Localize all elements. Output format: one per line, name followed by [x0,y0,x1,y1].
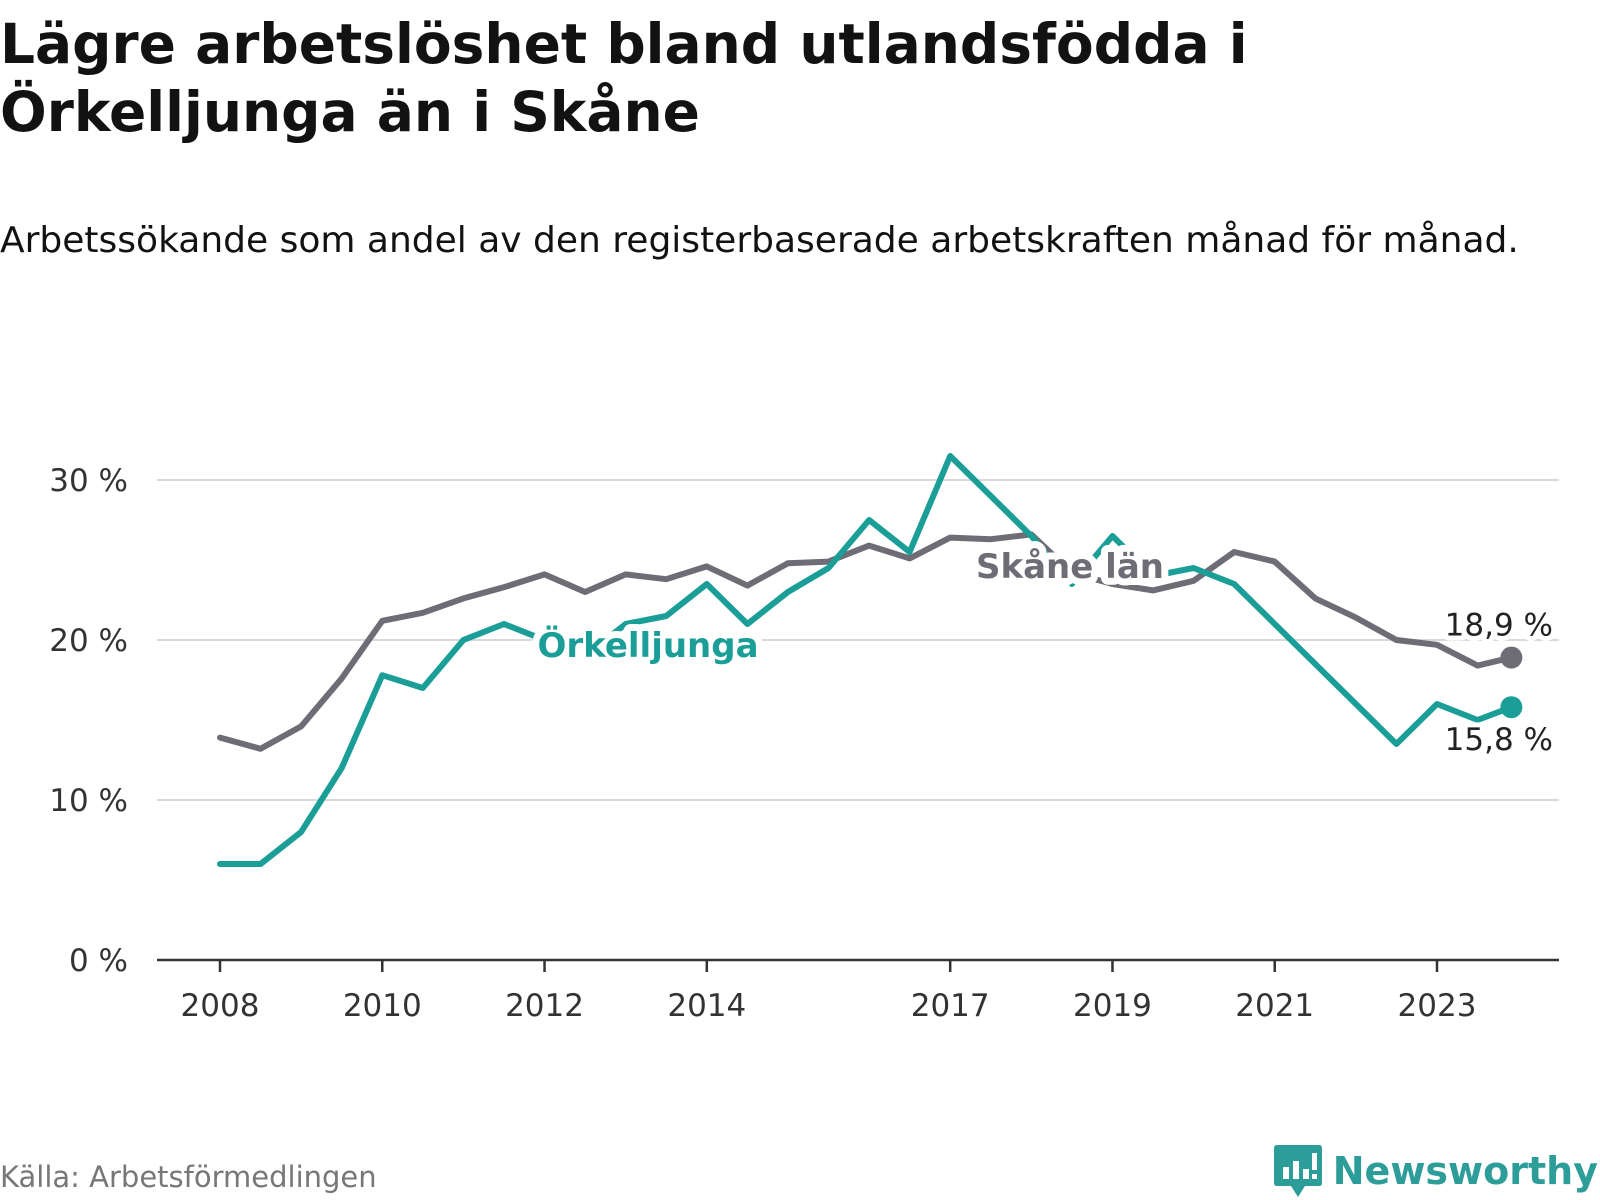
series-label-orkelljunga: Örkelljunga [537,625,758,666]
y-tick-label: 0 % [69,943,128,979]
end-value-halo: 18,9 % [1445,608,1553,644]
end-value-label-skane: 18,9 % [1445,608,1553,644]
source-note: Källa: Arbetsförmedlingen [0,1160,377,1194]
x-tick-label: 2010 [343,988,422,1024]
x-tick-label: 2019 [1073,988,1152,1024]
y-tick-label: 10 % [49,783,128,819]
series-lines [217,453,1523,867]
series-label-halo: Skåne län [976,547,1164,587]
series-line-skane [217,531,1515,752]
chart-subtitle: Arbetssökande som andel av den registerb… [0,220,1519,261]
x-tick-label: 2008 [181,988,260,1024]
x-axis-ticks: 2008 2010 2012 2014 2017 2019 2021 2023 [181,960,1477,1024]
brand-name: Newsworthy [1332,1149,1598,1193]
x-tick-label: 2017 [911,988,990,1024]
end-marker-skane [1500,646,1523,669]
end-marker-orkelljunga [1500,696,1523,719]
end-value-label-orkelljunga: 15,8 % [1445,722,1553,758]
gridlines [157,479,1559,801]
x-tick-label: 2012 [505,988,584,1024]
x-tick-label: 2021 [1235,988,1314,1024]
series-line-orkelljunga [217,453,1515,867]
line-chart: 0 % 10 % 20 % 30 % 2008 2010 2012 2014 2017 2019… [49,453,1559,1024]
y-tick-label: 30 % [49,463,128,499]
x-tick-label: 2023 [1398,988,1477,1024]
newsworthy-logo-icon [1273,1145,1322,1197]
end-value-halo: 15,8 % [1445,722,1553,758]
y-axis-ticks: 0 % 10 % 20 % 30 % [49,463,128,979]
series-label-skane: Skåne län [976,547,1164,587]
x-tick-label: 2014 [667,988,746,1024]
series-label-halo: Örkelljunga [537,625,758,666]
y-tick-label: 20 % [49,623,128,659]
brand-logo: Newsworthy [1273,1143,1598,1199]
chart-title: Lägre arbetslöshet bland utlandsfödda i … [0,12,1248,144]
